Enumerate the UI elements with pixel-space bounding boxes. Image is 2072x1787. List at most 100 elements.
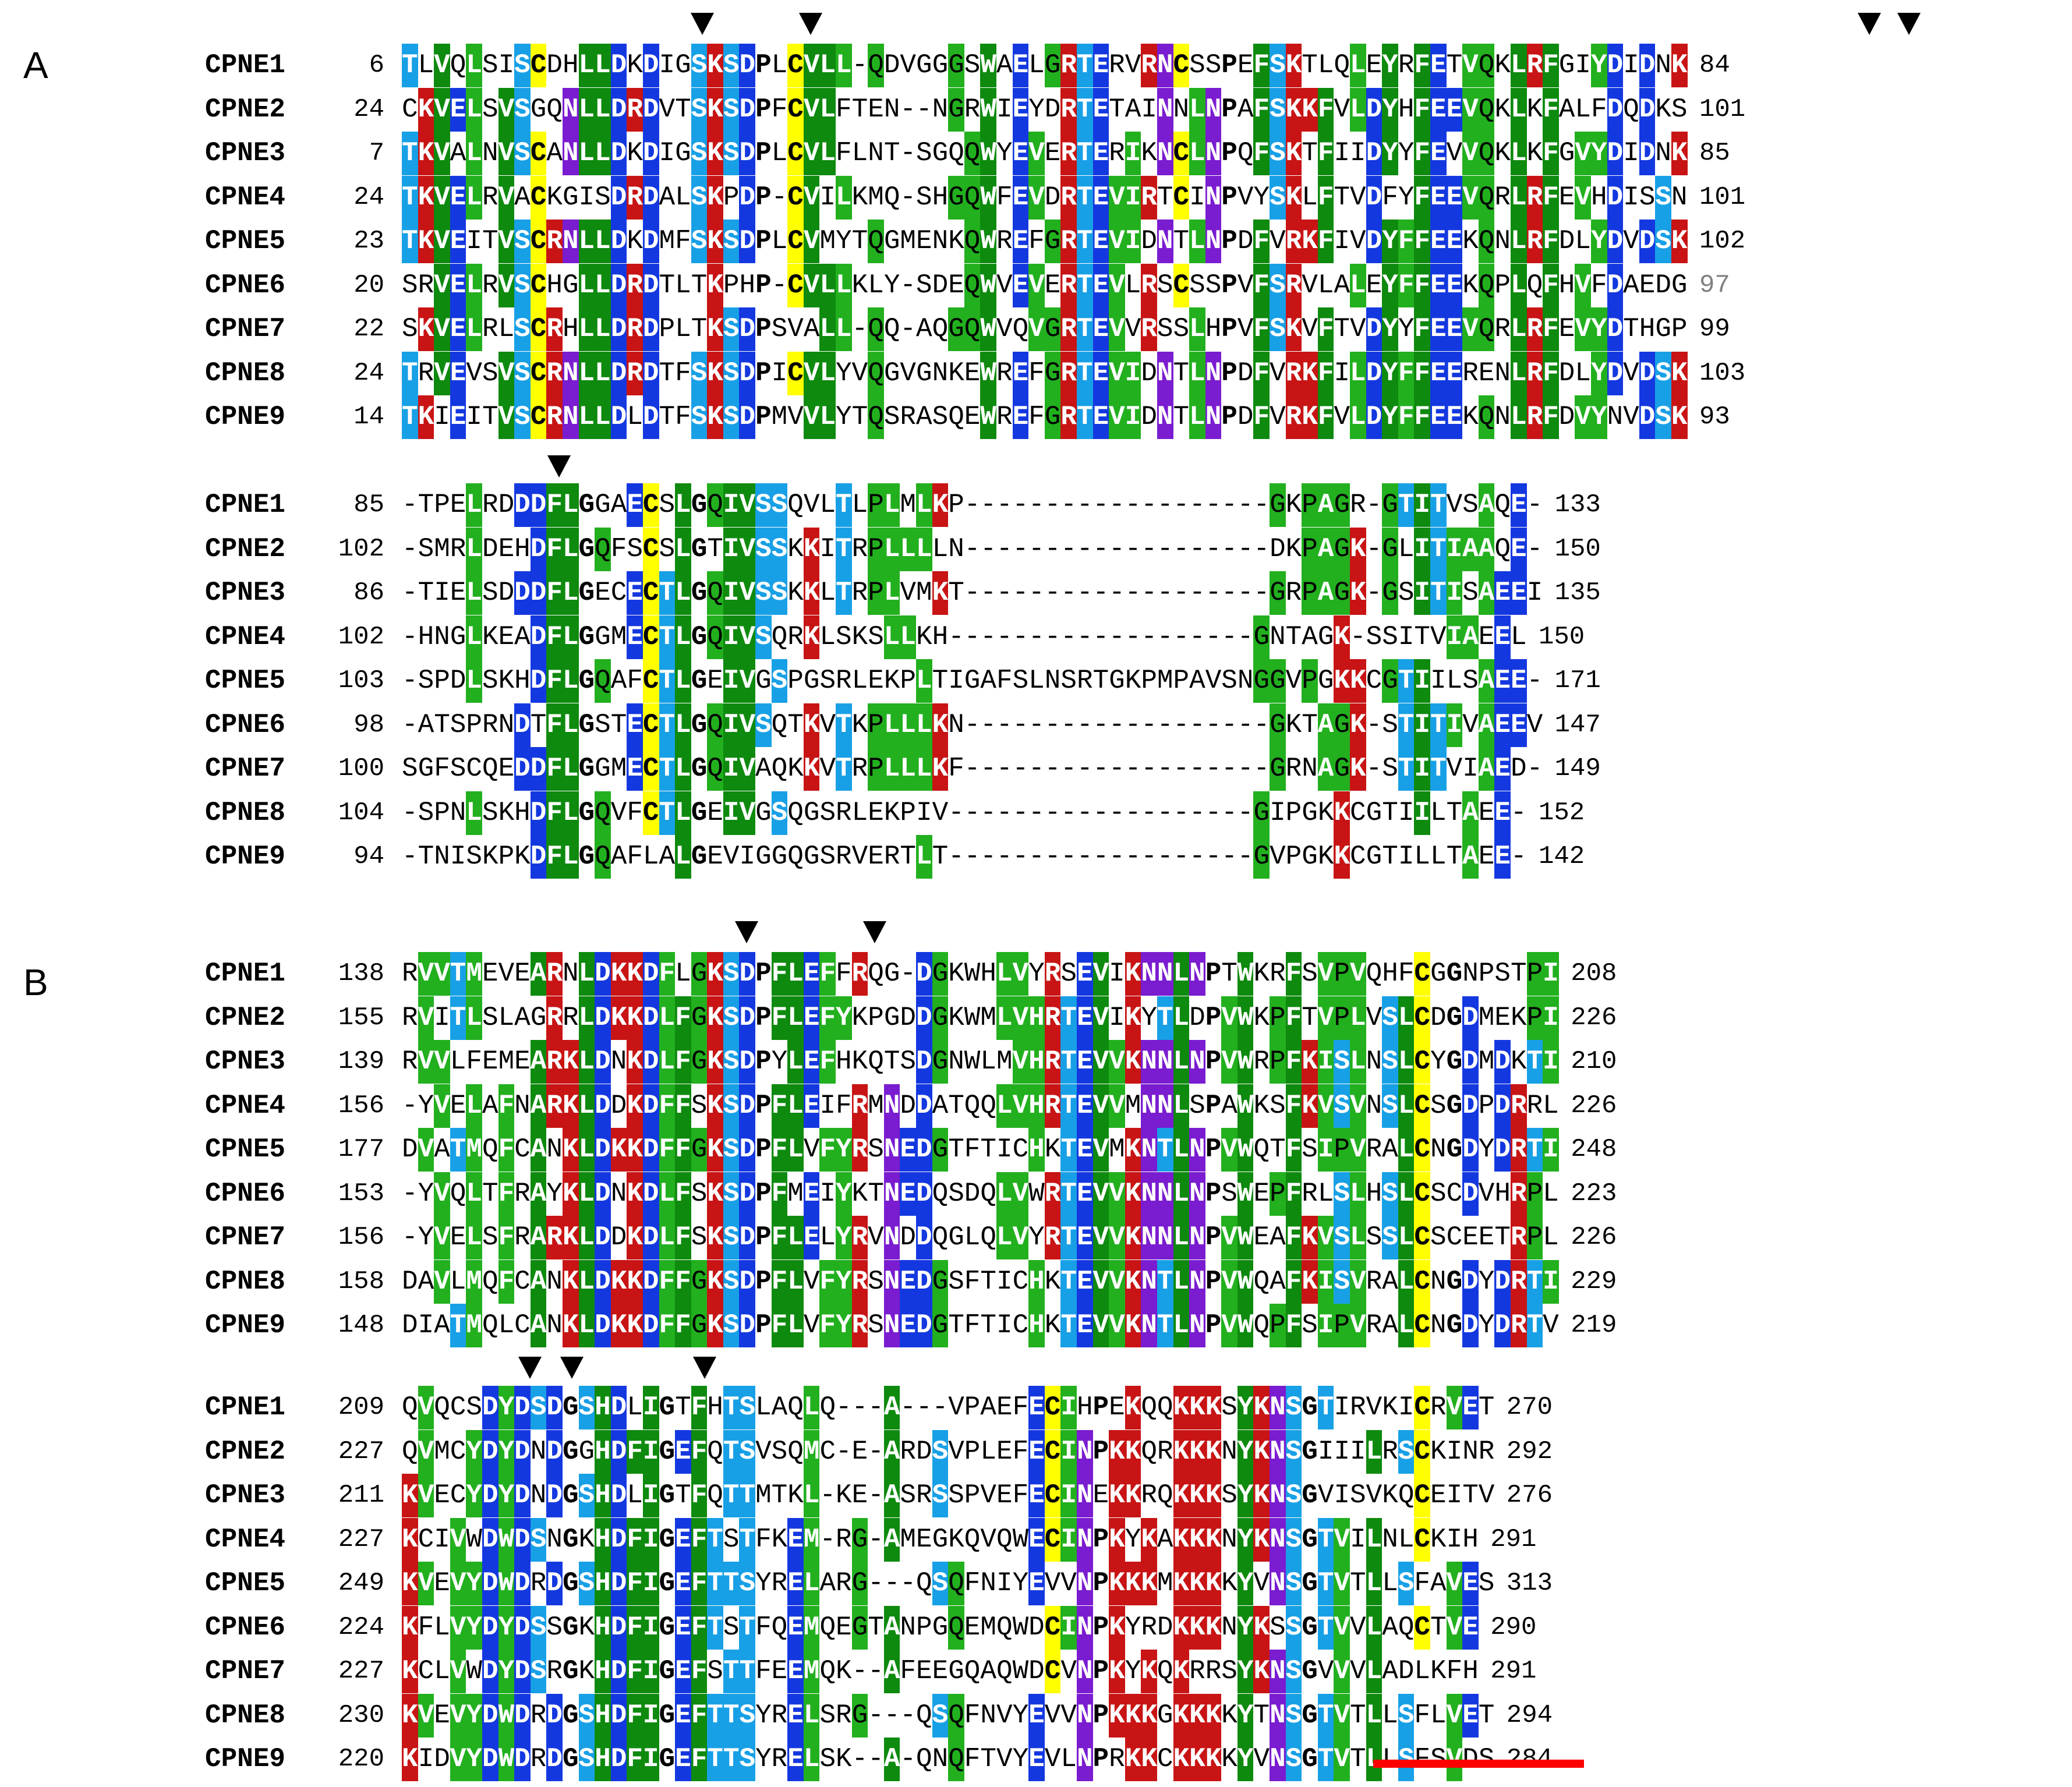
residue: G [1446,958,1463,989]
residue: E [675,1650,691,1693]
residue: S [578,1386,595,1429]
residue: E [1092,307,1109,351]
residue: S [771,314,788,344]
residue: G [659,1700,676,1731]
residue: T [1446,797,1463,828]
residue: L [675,747,691,791]
residue: W [466,1656,482,1686]
residue: F [1590,270,1607,300]
residue: E [1044,270,1061,300]
residue: - [900,1700,917,1731]
residue: P [868,1002,884,1033]
residue: L [1350,395,1366,439]
residue: S [402,314,418,344]
start-position: 211 [338,1481,384,1510]
residue: - [402,533,418,564]
residue: F [1028,226,1045,256]
residue: E [1430,87,1447,132]
residue: F [675,226,691,256]
residue: D [610,1562,627,1605]
residue: E [1028,1474,1045,1517]
residue: N [562,395,579,439]
residue: F [1414,132,1430,175]
residue: L [675,791,691,835]
residue: R [1285,263,1302,307]
residue: V [739,527,755,571]
residue: D [546,1738,563,1781]
residue: Q [948,1605,964,1650]
residue: - [1028,490,1045,520]
residue: M [1109,1134,1125,1165]
sequence-name: CPNE7 [205,314,286,344]
residue: K [1302,220,1318,263]
residue: I [1125,351,1141,395]
residue: K [1253,1090,1270,1121]
residue: S [691,220,707,263]
residue: Q [1398,1612,1415,1643]
residue: Y [546,1178,563,1209]
residue: R [1382,1436,1398,1467]
residue: R [1510,1172,1527,1216]
residue: K [1334,791,1350,835]
residue: N [1141,952,1157,996]
residue: R [1350,1392,1366,1422]
residue: D [595,1084,611,1128]
residue: V [1109,395,1125,439]
residue: N [883,1259,900,1304]
residue: D [642,1040,659,1084]
residue: G [1044,395,1060,439]
residue: I [1317,1259,1334,1304]
residue: V [434,1216,450,1259]
residue: T [1076,132,1093,175]
residue: - [1237,490,1254,520]
residue: I [1398,841,1415,872]
alignment-row: CPNE5 23 TKVEITVSCRNLLDKDMFSKSDPLCVMYTQGME… [0,220,2072,263]
residue: H [836,1046,852,1077]
residue: K [1221,1568,1237,1598]
residue: Q [964,175,980,220]
residue: E [1430,263,1447,307]
residue: - [851,314,868,344]
residue: V [659,94,676,125]
residue: T [1060,1040,1077,1084]
residue: G [916,358,932,388]
residue: K [627,1216,643,1259]
residue: S [723,1304,739,1347]
residue: - [948,797,964,828]
residue: N [980,1568,996,1598]
residue: V [803,1310,820,1340]
residue: L [659,996,675,1040]
residue: K [610,1259,627,1304]
residue: E [900,1304,916,1347]
residue: - [1221,753,1237,784]
residue: K [1125,1304,1141,1347]
residue: D [1237,226,1254,256]
residue: I [1125,220,1141,263]
residue: S [755,483,772,527]
residue: V [1575,175,1591,220]
residue: V [851,841,868,872]
residue: T [1382,841,1398,872]
residue: I [434,578,450,608]
start-position: 98 [353,710,384,739]
residue: G [562,1524,579,1555]
residue: F [771,1216,787,1259]
residue: R [1285,578,1302,608]
residue: E [675,1605,691,1650]
residue: G [883,226,900,256]
residue: H [1028,996,1045,1040]
residue: L [1173,1128,1189,1172]
residue: C [1414,1084,1430,1128]
residue: D [1462,1084,1479,1128]
alignment-row: CPNE6 98 -ATSPRNDTFLGSTECTLGQIVSQTKVTKPLLL… [0,703,2072,747]
residue: R [1510,1304,1527,1347]
residue: G [1270,659,1286,703]
residue: V [739,483,755,527]
end-position: 93 [1699,402,1730,431]
residue: - [1237,621,1254,652]
residue: V [723,841,740,872]
residue: Q [787,841,804,872]
residue: V [418,1040,434,1084]
residue: Q [819,1392,836,1422]
residue: D [900,1090,917,1121]
